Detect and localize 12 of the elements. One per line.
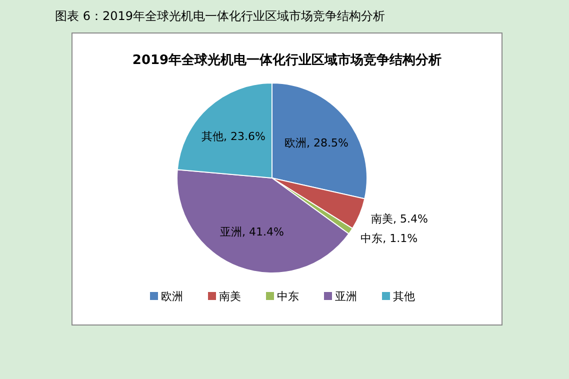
data-label: 其他, 23.6% [202,130,266,143]
data-label: 欧洲, 28.5% [284,136,348,150]
chart-title: 2019年全球光机电一体化行业区域市场竞争结构分析 [132,52,442,68]
data-label: 亚洲, 41.4% [220,225,284,238]
data-label: 中东, 1.1% [360,232,418,245]
legend-label: 亚洲 [335,290,357,303]
legend-label: 其他 [393,290,415,303]
text: 图表 6：2019年全球光机电一体化行业区域市场竞争结构分析 [55,9,385,23]
legend-label: 南美 [219,290,241,303]
data-label: 南美, 5.4% [370,212,428,226]
legend-label: 欧洲 [161,290,183,303]
legend-label: 中东 [277,290,299,303]
